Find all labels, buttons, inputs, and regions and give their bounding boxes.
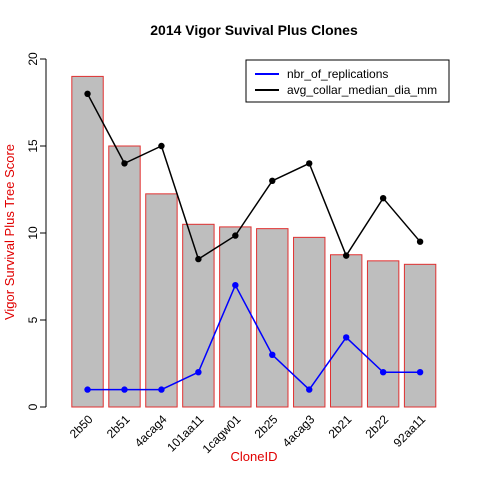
line-nbr-of-replications — [87, 283, 421, 391]
bar-2b25 — [256, 228, 289, 408]
x-tick-label: 92aa11 — [391, 412, 429, 450]
point-avg-collar-median-dia-mm — [232, 232, 239, 239]
x-tick-label: 2b50 — [67, 412, 96, 441]
point-avg-collar-median-dia-mm — [379, 195, 387, 202]
legend-box — [245, 59, 450, 103]
x-tick-label: 2b22 — [362, 412, 391, 441]
point-nbr-of-replications — [84, 386, 91, 393]
point-avg-collar-median-dia-mm — [158, 142, 165, 150]
bar-2b51 — [108, 145, 141, 408]
point-avg-collar-median-dia-mm — [306, 160, 313, 167]
y-tick-label: 15 — [26, 139, 40, 153]
legend: nbr_of_replications avg_collar_median_dia… — [245, 59, 450, 103]
point-avg-collar-median-dia-mm — [269, 177, 276, 184]
point-nbr-of-replications — [416, 369, 424, 376]
line-avg-collar-median-dia-mm — [86, 93, 421, 261]
bar-2b21 — [329, 254, 363, 408]
point-avg-collar-median-dia-mm — [342, 252, 350, 259]
point-nbr-of-replications — [158, 386, 165, 393]
point-avg-collar-median-dia-mm — [416, 238, 424, 245]
legend-label: nbr_of_replications — [287, 67, 388, 81]
bar-2b22 — [366, 260, 400, 408]
point-nbr-of-replications — [379, 369, 387, 376]
point-avg-collar-median-dia-mm — [84, 90, 91, 98]
point-nbr-of-replications — [195, 369, 202, 376]
chart-title: 2014 Vigor Suvival Plus Clones — [150, 22, 358, 38]
y-axis-label: Vigor Survival Plus Tree Score — [2, 144, 17, 320]
point-nbr-of-replications — [232, 282, 239, 289]
bars — [71, 75, 437, 408]
y-axis: 0 5 10 15 20 — [26, 52, 47, 410]
y-tick-label: 10 — [26, 226, 40, 240]
x-tick-label: 4acag3 — [280, 412, 318, 450]
x-tick-label: 2b51 — [104, 412, 133, 441]
point-nbr-of-replications — [342, 334, 350, 341]
point-nbr-of-replications — [306, 386, 313, 393]
x-axis-label: CloneID — [231, 449, 278, 464]
bar-4acag4 — [145, 193, 178, 408]
bar-4acag3 — [293, 236, 326, 408]
x-tick-label: 2b21 — [326, 412, 355, 441]
point-nbr-of-replications — [121, 386, 128, 393]
point-avg-collar-median-dia-mm — [195, 255, 202, 263]
bar-2b50 — [71, 75, 104, 408]
y-tick-label: 20 — [26, 52, 40, 66]
point-nbr-of-replications — [269, 351, 276, 358]
bar-1cagw01 — [219, 226, 252, 408]
lines — [84, 90, 424, 393]
point-avg-collar-median-dia-mm — [121, 160, 128, 167]
bar-92aa11 — [403, 263, 437, 408]
legend-label: avg_collar_median_dia_mm — [287, 83, 437, 97]
y-tick-label: 0 — [26, 403, 40, 410]
x-tick-label: 2b25 — [252, 412, 281, 441]
y-tick-label: 5 — [26, 316, 40, 323]
